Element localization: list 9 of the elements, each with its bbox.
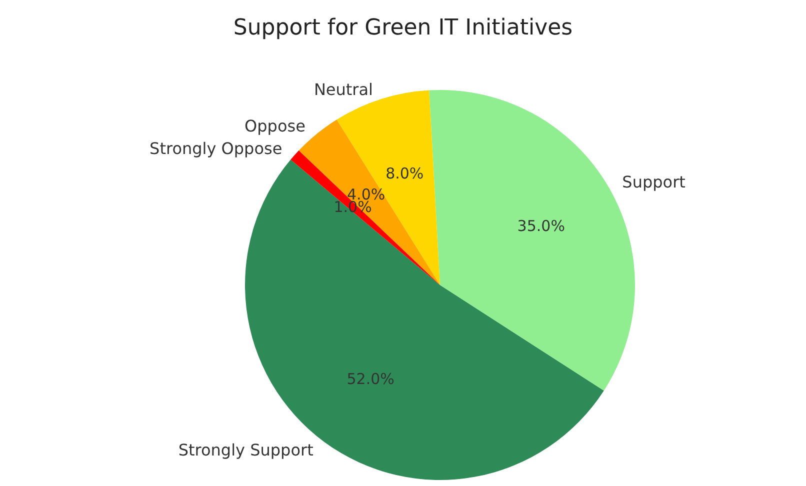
slice-label: Neutral — [314, 80, 374, 100]
slice-label: Strongly Support — [178, 440, 314, 460]
chart-title: Support for Green IT Initiatives — [233, 16, 573, 40]
slice-label: Strongly Oppose — [150, 138, 282, 158]
data-label: 8.0% — [386, 164, 424, 182]
data-label: 52.0% — [346, 370, 394, 388]
data-label: 35.0% — [517, 217, 565, 236]
slice-label: Oppose — [244, 116, 306, 136]
slice-label: Support — [622, 172, 686, 192]
